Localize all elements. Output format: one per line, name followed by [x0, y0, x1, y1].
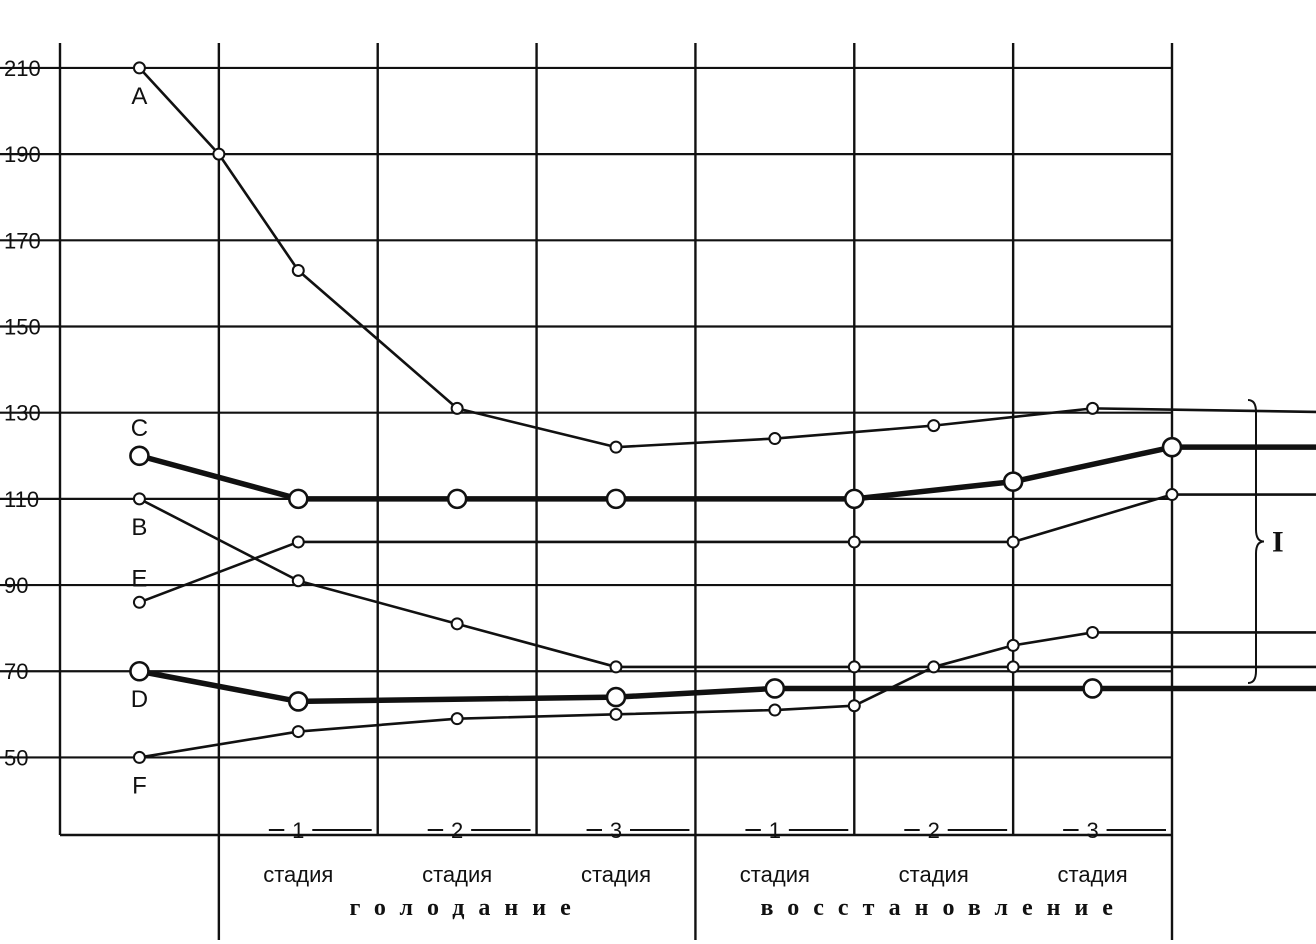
series-label-B: B [131, 514, 147, 541]
stage-word: стадия [422, 862, 492, 887]
data-point-D [764, 678, 786, 699]
data-point-C [1002, 471, 1024, 492]
data-point-A [132, 61, 146, 75]
data-point-C [843, 488, 865, 510]
series-line-F [138, 631, 1316, 759]
series-line-A [138, 66, 1316, 449]
data-point-A [609, 440, 623, 454]
series-label-D: D [131, 686, 148, 713]
y-tick-label: 110 [4, 487, 39, 512]
series-label-C: C [131, 415, 148, 442]
stage-word: стадия [263, 862, 333, 887]
stage-number: 1 [292, 818, 304, 843]
data-point-D [129, 660, 150, 682]
y-axis: 210 190 170 150 130 110 90 70 50 [4, 56, 41, 771]
y-tick-label: 50 [4, 745, 28, 770]
data-point-F [768, 703, 782, 717]
series-label-F: F [132, 772, 147, 799]
data-point-C [446, 488, 468, 510]
stage-word: стадия [899, 862, 969, 887]
data-point-F [291, 725, 305, 739]
data-point-E [132, 595, 146, 609]
data-point-E [1165, 488, 1179, 502]
data-point-D [287, 691, 309, 712]
data-point-F [609, 707, 623, 721]
series-layer [129, 61, 1316, 764]
data-point-B [450, 617, 464, 631]
stage-word: стадия [581, 862, 651, 887]
data-point-C [1161, 436, 1183, 458]
stage-axis: 1 стадия 2 стадия 3 стадия 1 стадия 2 стадия 3 стад… [263, 818, 1166, 921]
y-tick-label: 170 [4, 228, 41, 253]
series-line-E [138, 493, 1316, 604]
data-point-B [132, 492, 146, 506]
series-label-E: E [131, 565, 147, 592]
series-line-C [136, 444, 1316, 502]
data-point-A [291, 263, 305, 277]
data-point-A [212, 147, 226, 161]
data-point-F [847, 699, 861, 713]
y-tick-label: 70 [4, 659, 28, 684]
data-point-B [291, 574, 305, 588]
bracket-label: I [1272, 526, 1284, 559]
data-point-F [450, 712, 464, 726]
data-point-B [1006, 660, 1020, 674]
y-tick-label: 210 [4, 56, 41, 81]
data-point-A [768, 432, 782, 446]
y-tick-label: 130 [4, 401, 41, 426]
grid [0, 43, 1174, 940]
stage-number: 2 [451, 818, 463, 843]
stage-number: 3 [1086, 818, 1098, 843]
data-point-F [132, 750, 146, 764]
y-tick-label: 190 [4, 142, 41, 167]
stage-word: стадия [740, 862, 810, 887]
stage-number: 1 [769, 818, 781, 843]
data-point-A [1086, 401, 1100, 415]
bracket: I [1247, 399, 1284, 684]
bracket-brace [1247, 399, 1265, 684]
data-point-F [1086, 625, 1100, 639]
series-label-A: A [131, 83, 147, 110]
data-point-F [1006, 638, 1020, 652]
data-point-E [291, 535, 305, 549]
data-point-C [287, 488, 309, 510]
data-point-D [605, 686, 627, 708]
series-labels: A C BE D F [131, 83, 148, 800]
data-point-C [129, 445, 150, 467]
stage-word: стадия [1058, 862, 1128, 887]
data-point-D [1082, 678, 1103, 699]
data-point-C [605, 488, 627, 510]
data-point-A [927, 419, 941, 433]
series-line-D [136, 668, 1316, 705]
data-point-F [927, 660, 941, 674]
stage-number: 3 [610, 818, 622, 843]
period-label-recovery: восстановление [760, 895, 1126, 921]
series-line-B [138, 497, 1316, 669]
data-point-B [609, 660, 623, 674]
data-point-A [450, 401, 464, 415]
period-label-starvation: голодание [350, 895, 585, 921]
data-point-B [847, 660, 861, 674]
y-tick-label: 150 [4, 314, 41, 339]
data-point-E [1006, 535, 1020, 549]
data-point-E [847, 535, 861, 549]
y-tick-label: 90 [4, 573, 28, 598]
stage-number: 2 [928, 818, 940, 843]
